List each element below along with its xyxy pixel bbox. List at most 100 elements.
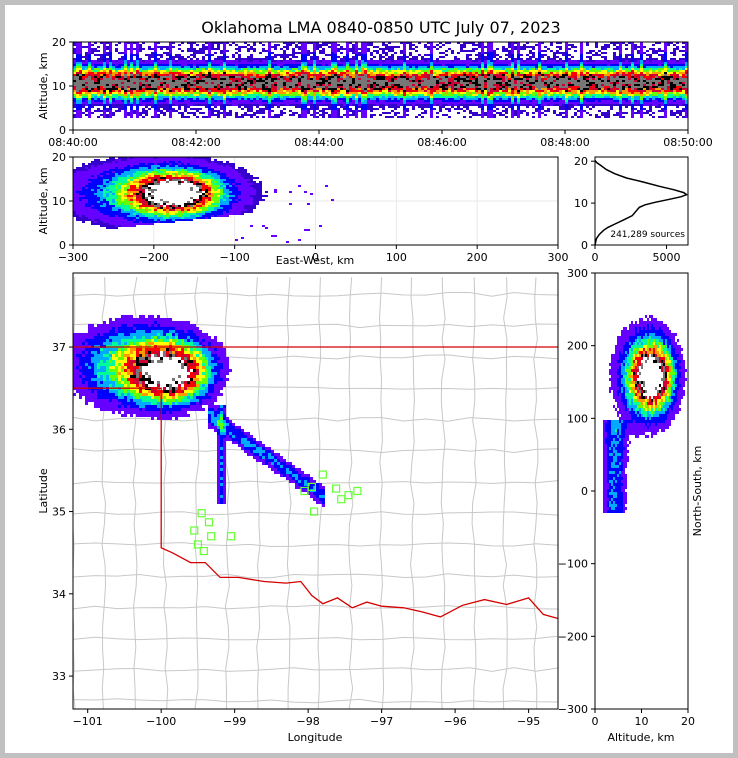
altitude-time-cell: [508, 54, 511, 56]
altitude-time-cell: [190, 100, 193, 102]
altitude-time-cell: [349, 110, 352, 112]
altitude-time-cell: [331, 112, 334, 114]
altitude-time-cell: [298, 60, 301, 62]
altitude-time-cell: [430, 116, 433, 118]
altitude-time-cell: [145, 68, 148, 70]
altitude-time-cell: [199, 76, 202, 78]
altitude-time-cell: [532, 106, 535, 108]
altitude-time-cell: [226, 90, 229, 92]
altitude-time-cell: [169, 76, 172, 78]
altitude-time-cell: [226, 84, 229, 86]
altitude-time-cell: [460, 102, 463, 104]
altitude-time-cell: [178, 100, 181, 102]
altitude-time-cell: [76, 48, 79, 50]
altitude-time-cell: [370, 42, 373, 44]
altitude-time-cell: [154, 42, 157, 44]
altitude-time-cell: [403, 78, 406, 80]
altitude-time-cell: [271, 72, 274, 74]
altitude-time-cell: [406, 92, 409, 94]
altitude-time-cell: [103, 74, 106, 76]
altitude-time-cell: [388, 98, 391, 100]
altitude-time-cell: [475, 88, 478, 90]
altitude-time-cell: [511, 80, 514, 82]
altitude-time-cell: [520, 98, 523, 100]
altitude-time-cell: [271, 110, 274, 112]
altitude-time-cell: [157, 54, 160, 56]
altitude-time-cell: [376, 70, 379, 72]
altitude-time-cell: [304, 48, 307, 50]
altitude-time-cell: [448, 70, 451, 72]
altitude-time-cell: [322, 60, 325, 62]
altitude-time-cell: [133, 76, 136, 78]
altitude-time-cell: [115, 44, 118, 46]
altitude-time-cell: [277, 84, 280, 86]
altitude-time-cell: [142, 64, 145, 66]
altitude-time-cell: [151, 62, 154, 64]
altitude-time-cell: [283, 100, 286, 102]
altitude-time-cell: [115, 68, 118, 70]
altitude-time-cell: [481, 114, 484, 116]
altitude-time-cell: [295, 106, 298, 108]
altitude-time-cell: [391, 66, 394, 68]
altitude-time-cell: [466, 90, 469, 92]
altitude-time-cell: [88, 100, 91, 102]
altitude-time-cell: [202, 82, 205, 84]
altitude-time-cell: [502, 82, 505, 84]
altitude-time-cell: [547, 66, 550, 68]
altitude-time-cell: [223, 82, 226, 84]
altitude-time-cell: [367, 64, 370, 66]
altitude-time-cell: [433, 72, 436, 74]
altitude-time-cell: [340, 58, 343, 60]
altitude-time-cell: [508, 70, 511, 72]
altitude-time-cell: [430, 94, 433, 96]
altitude-time-cell: [331, 116, 334, 118]
altitude-time-cell: [403, 104, 406, 106]
altitude-time-cell: [388, 96, 391, 98]
altitude-time-cell: [415, 78, 418, 80]
altitude-time-cell: [331, 80, 334, 82]
altitude-time-cell: [187, 98, 190, 100]
altitude-time-cell: [403, 80, 406, 82]
altitude-time-cell: [505, 100, 508, 102]
altitude-time-cell: [436, 74, 439, 76]
altitude-time-cell: [253, 90, 256, 92]
altitude-time-cell: [133, 92, 136, 94]
altitude-time-cell: [304, 44, 307, 46]
altitude-time-cell: [343, 104, 346, 106]
altitude-time-cell: [394, 62, 397, 64]
altitude-time-cell: [286, 74, 289, 76]
altitude-time-cell: [409, 70, 412, 72]
altitude-time-cell: [94, 60, 97, 62]
altitude-time-cell: [535, 110, 538, 112]
altitude-time-cell: [76, 106, 79, 108]
altitude-time-cell: [214, 110, 217, 112]
altitude-time-cell: [520, 112, 523, 114]
altitude-time-cell: [112, 86, 115, 88]
altitude-time-cell: [328, 96, 331, 98]
altitude-time-cell: [490, 64, 493, 66]
altitude-time-cell: [88, 44, 91, 46]
altitude-time-cell: [109, 42, 112, 44]
altitude-time-cell: [337, 108, 340, 110]
altitude-time-cell: [400, 68, 403, 70]
altitude-time-cell: [343, 108, 346, 110]
altitude-time-cell: [223, 116, 226, 118]
altitude-time-cell: [283, 58, 286, 60]
altitude-time-cell: [172, 78, 175, 80]
altitude-time-cell: [334, 62, 337, 64]
altitude-time-cell: [208, 56, 211, 58]
altitude-time-cell: [460, 104, 463, 106]
altitude-time-cell: [133, 70, 136, 72]
altitude-time-cell: [268, 76, 271, 78]
altitude-time-cell: [214, 52, 217, 54]
altitude-time-cell: [262, 96, 265, 98]
altitude-time-cell: [250, 48, 253, 50]
altitude-time-cell: [298, 88, 301, 90]
altitude-time-cell: [145, 112, 148, 114]
altitude-time-cell: [142, 68, 145, 70]
altitude-time-cell: [547, 92, 550, 94]
altitude-time-cell: [241, 96, 244, 98]
altitude-time-cell: [517, 96, 520, 98]
altitude-time-cell: [547, 90, 550, 92]
altitude-time-cell: [82, 88, 85, 90]
